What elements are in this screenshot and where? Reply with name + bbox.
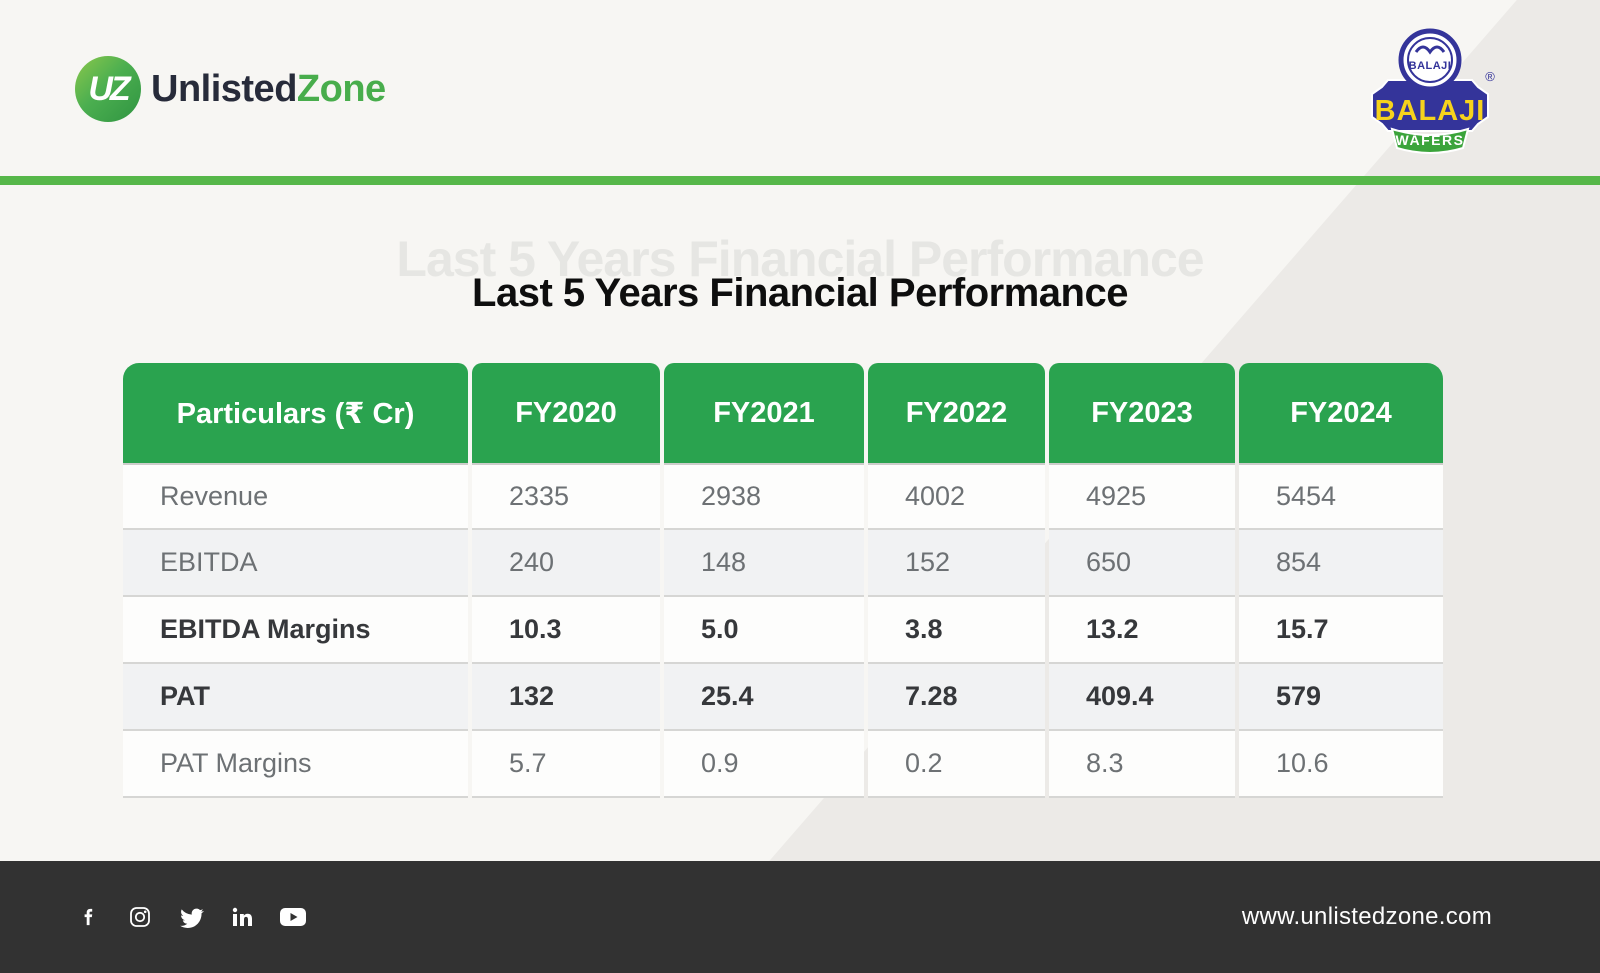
social-links	[70, 899, 311, 936]
table-cell: 5454	[1239, 463, 1443, 530]
table-cell: 5.7	[472, 731, 660, 798]
table-cell: 148	[664, 530, 864, 597]
table-cell: 7.28	[868, 664, 1045, 731]
twitter-icon[interactable]	[172, 899, 209, 936]
column-header-fy2023: FY2023	[1049, 363, 1235, 463]
table-cell: 409.4	[1049, 664, 1235, 731]
row-label: EBITDA Margins	[123, 597, 468, 664]
table-row-pat-margins: PAT Margins 5.7 0.9 0.2 8.3 10.6	[123, 731, 1443, 798]
table-cell: 240	[472, 530, 660, 597]
title-watermark: Last 5 Years Financial Performance	[396, 231, 1204, 287]
unlistedzone-logo: UZ UnlistedZone	[75, 56, 386, 122]
facebook-icon[interactable]	[70, 899, 107, 936]
column-header-fy2022: FY2022	[868, 363, 1045, 463]
unlistedzone-logo-icon: UZ	[75, 56, 141, 122]
row-label: EBITDA	[123, 530, 468, 597]
table-cell: 854	[1239, 530, 1443, 597]
table-cell: 15.7	[1239, 597, 1443, 664]
table-cell: 0.9	[664, 731, 864, 798]
column-header-fy2020: FY2020	[472, 363, 660, 463]
table-cell: 132	[472, 664, 660, 731]
brand-name-part2: Zone	[296, 67, 386, 110]
column-header-fy2024: FY2024	[1239, 363, 1443, 463]
column-header-fy2021: FY2021	[664, 363, 864, 463]
registered-mark: ®	[1485, 69, 1495, 84]
table-cell: 0.2	[868, 731, 1045, 798]
table-cell: 650	[1049, 530, 1235, 597]
brand-name: UnlistedZone	[151, 68, 386, 111]
table-row-ebitda-margins: EBITDA Margins 10.3 5.0 3.8 13.2 15.7	[123, 597, 1443, 664]
page-title: Last 5 Years Financial Performance	[472, 271, 1128, 315]
table-header-row: Particulars (₹ Cr) FY2020 FY2021 FY2022 …	[123, 363, 1443, 463]
financial-table: Particulars (₹ Cr) FY2020 FY2021 FY2022 …	[123, 363, 1443, 798]
logo-monogram: UZ	[88, 69, 130, 108]
balaji-wafers-logo-icon: ® BALAJI BALAJI WAFERS	[1371, 28, 1495, 154]
table-row-pat: PAT 132 25.4 7.28 409.4 579	[123, 664, 1443, 731]
youtube-icon[interactable]	[274, 899, 311, 936]
table-cell: 2938	[664, 463, 864, 530]
table-cell: 2335	[472, 463, 660, 530]
table-cell: 13.2	[1049, 597, 1235, 664]
balaji-main-text: BALAJI	[1375, 95, 1486, 127]
table-cell: 4002	[868, 463, 1045, 530]
balaji-wafers-logo: ® BALAJI BALAJI WAFERS	[1362, 28, 1498, 154]
table-row-revenue: Revenue 2335 2938 4002 4925 5454	[123, 463, 1443, 530]
website-url[interactable]: www.unlistedzone.com	[1241, 903, 1492, 930]
table-cell: 5.0	[664, 597, 864, 664]
brand-name-part1: Unlisted	[151, 67, 297, 110]
table-body: Revenue 2335 2938 4002 4925 5454 EBITDA …	[123, 463, 1443, 798]
table-cell: 8.3	[1049, 731, 1235, 798]
balaji-circle-text: BALAJI	[1409, 60, 1452, 72]
accent-divider-line	[0, 176, 1600, 185]
balaji-sub-text: WAFERS	[1396, 132, 1465, 148]
instagram-icon[interactable]	[121, 899, 158, 936]
table-cell: 152	[868, 530, 1045, 597]
footer: www.unlistedzone.com	[0, 861, 1600, 973]
table-cell: 3.8	[868, 597, 1045, 664]
row-label: PAT	[123, 664, 468, 731]
table-row-ebitda: EBITDA 240 148 152 650 854	[123, 530, 1443, 597]
linkedin-icon[interactable]	[223, 899, 260, 936]
table-cell: 579	[1239, 664, 1443, 731]
row-label: Revenue	[123, 463, 468, 530]
header: UZ UnlistedZone ® BALAJI BALAJI	[0, 0, 1600, 176]
table-cell: 10.3	[472, 597, 660, 664]
table-cell: 4925	[1049, 463, 1235, 530]
column-header-particulars: Particulars (₹ Cr)	[123, 363, 468, 463]
row-label: PAT Margins	[123, 731, 468, 798]
table-cell: 10.6	[1239, 731, 1443, 798]
table-cell: 25.4	[664, 664, 864, 731]
